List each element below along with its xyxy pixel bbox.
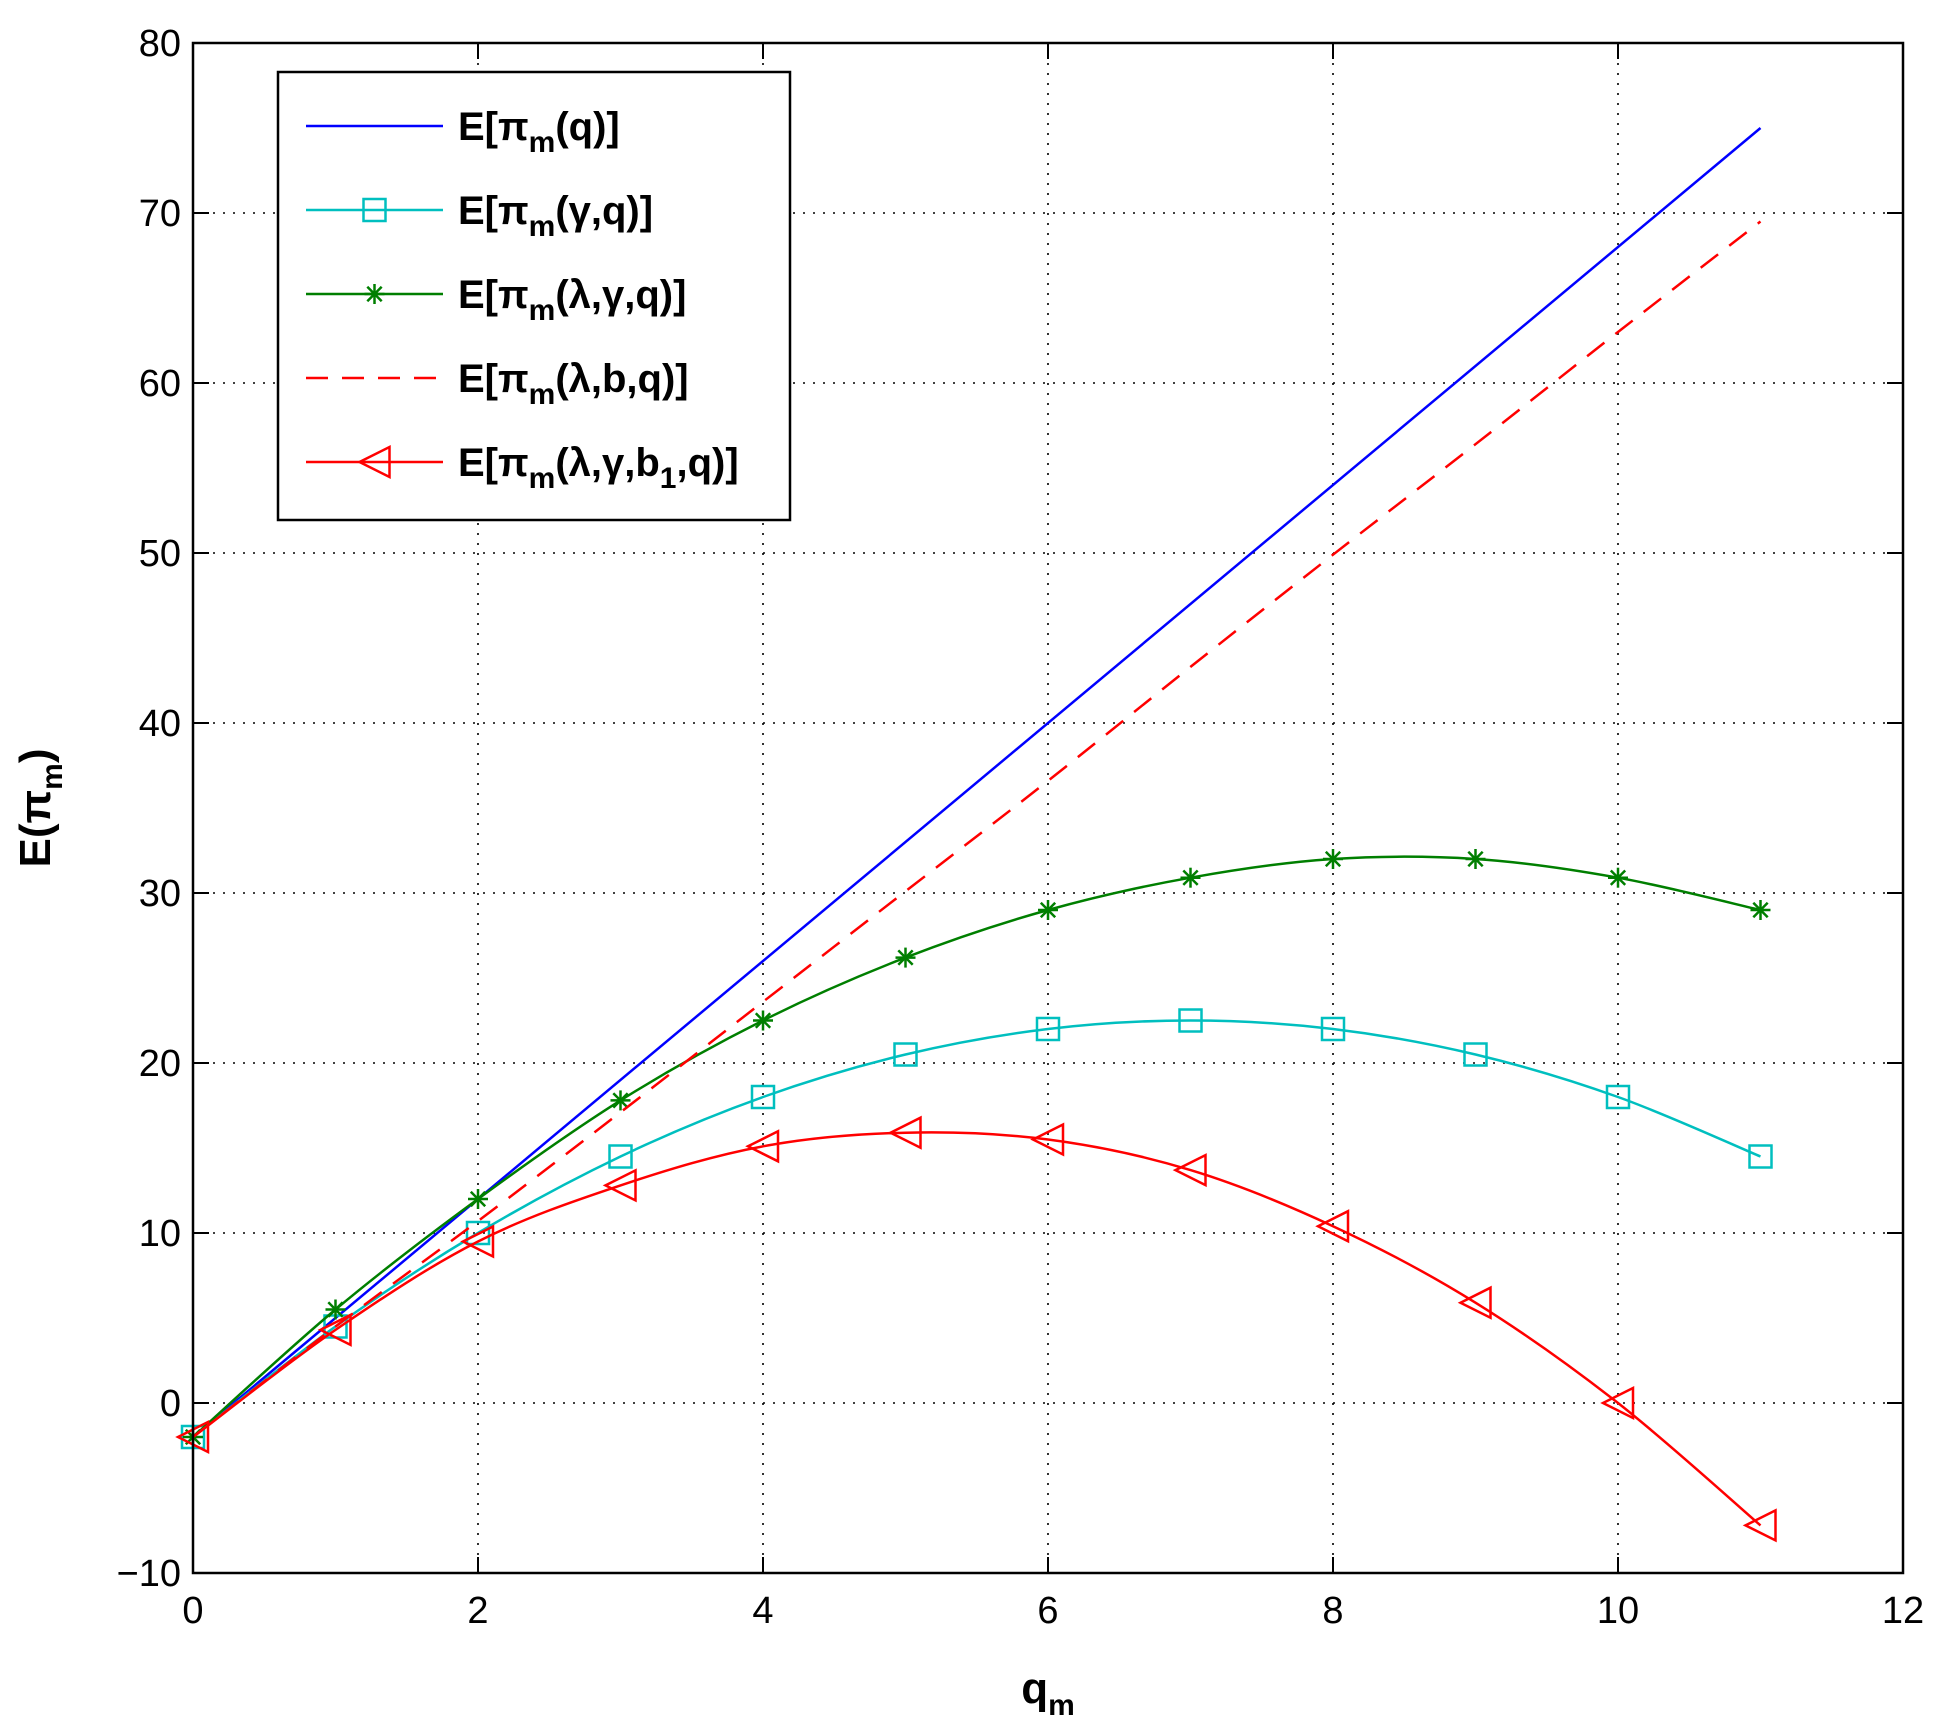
series-4 [175,1115,1777,1543]
x-axis-title: qm [1021,1664,1075,1722]
series-3 [192,220,1762,1438]
legend-label: E[πm(q)] [458,105,620,159]
data-point [1742,1508,1777,1543]
y-tick-label: 30 [139,873,181,915]
data-point [1315,1209,1350,1244]
series-line [192,127,1762,1438]
data-point [610,1090,631,1111]
data-point [1178,1008,1203,1033]
series-line [192,1019,1761,1438]
data-point [468,1189,488,1209]
series-0 [192,127,1762,1438]
legend: E[πm(q)] E[πm(γ,q)] E[πm(λ,γ,q)] E[πm(λ,b,q… [276,70,792,522]
legend-marker [362,197,387,223]
data-point [887,1115,922,1150]
x-tick-label: 12 [1882,1590,1924,1632]
y-tick-label: 0 [160,1383,181,1425]
x-tick-label: 4 [752,1590,773,1632]
y-tick-label: 20 [139,1043,181,1085]
series-line [192,220,1762,1438]
x-tick-label: 10 [1597,1590,1639,1632]
y-tick-label: 60 [139,363,181,405]
data-point [1323,849,1343,869]
legend-marker [364,284,385,304]
data-point [1463,1042,1488,1067]
x-tick-label: 8 [1322,1590,1343,1632]
data-point [745,1129,780,1164]
series-line [192,1131,1762,1527]
data-point [1035,1016,1061,1042]
legend-box [276,70,792,522]
data-point [317,1312,352,1347]
x-tick-label: 6 [1037,1590,1058,1632]
y-tick-label: 10 [139,1213,181,1255]
data-point [1750,900,1771,920]
data-point [608,1144,633,1169]
legend-label: E[πm(λ,γ,q)] [458,273,686,327]
y-tick-label: 50 [139,533,181,575]
legend-marker [356,444,391,480]
y-tick-label: 80 [139,23,181,65]
data-point [1180,867,1201,888]
data-point [893,1042,918,1067]
series-layer [175,127,1777,1543]
y-tick-label: −10 [117,1553,181,1595]
data-point [465,1220,491,1246]
y-tick-label: 40 [139,703,181,745]
data-point [1320,1016,1346,1042]
y-axis-title: E(πm) [11,748,69,867]
data-point [1030,1122,1065,1157]
data-point [460,1224,495,1259]
data-point [1608,867,1628,888]
data-point [1600,1385,1635,1421]
data-point [602,1168,637,1203]
data-point [1172,1153,1207,1188]
data-point [1457,1285,1492,1320]
legend-label: E[πm(λ,b,q)] [458,357,689,411]
data-point [1605,1084,1631,1110]
legend-label: E[πm(γ,q)] [458,189,653,243]
data-point [1038,900,1058,920]
x-tick-label: 2 [467,1590,488,1632]
data-point [1748,1144,1773,1169]
series-1 [180,1008,1773,1450]
y-tick-label: 70 [139,193,181,235]
legend-label: E[πm(λ,γ,b1,q)] [458,441,739,495]
data-point [753,1010,773,1031]
data-point [895,947,916,968]
data-point [325,1299,346,1320]
data-point [1465,849,1486,869]
data-point [750,1084,776,1110]
x-tick-label: 0 [182,1590,203,1632]
